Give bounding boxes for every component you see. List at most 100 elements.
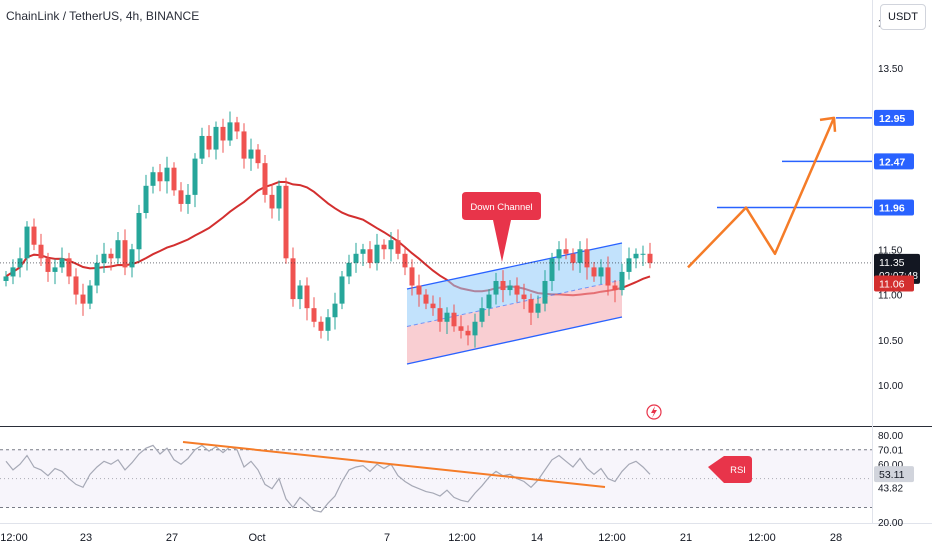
- rsi-axis-tick: 20.00: [878, 518, 903, 529]
- candle-body: [500, 280, 506, 291]
- candle-body: [577, 249, 583, 263]
- price-axis-tick: 11.50: [878, 245, 903, 256]
- channel-upper-fill: [407, 243, 622, 327]
- candle-body: [633, 253, 639, 259]
- candle-body: [430, 303, 436, 309]
- candle-body: [185, 194, 191, 204]
- time-axis-tick: 14: [531, 532, 543, 544]
- candle-body: [332, 303, 338, 318]
- rsi-value-tag: [874, 466, 914, 483]
- candle-body: [570, 253, 576, 263]
- candle-body: [563, 249, 569, 254]
- candle-body: [395, 240, 401, 254]
- candle-body: [584, 249, 590, 268]
- candle-body: [255, 149, 261, 164]
- candle-body: [521, 294, 527, 300]
- candle-body: [605, 267, 611, 286]
- candle-body: [80, 294, 86, 304]
- rsi-callout: [708, 456, 752, 483]
- rsi-axis-tick: 70.01: [878, 446, 903, 457]
- price-axis-tick: 10.00: [878, 381, 903, 392]
- candle-body: [213, 126, 219, 150]
- projection-path: [687, 117, 836, 269]
- time-axis-tick: 12:00: [0, 532, 28, 544]
- chart-title: ChainLink / TetherUS, 4h, BINANCE: [6, 9, 200, 23]
- candle-body: [640, 253, 646, 255]
- down-channel-label: Down Channel: [470, 202, 532, 213]
- price-level-tag: [874, 153, 914, 170]
- candle-body: [647, 253, 653, 263]
- candle-body: [52, 267, 58, 272]
- candle-body: [17, 258, 23, 268]
- rsi-axis-tick: 43.82: [878, 484, 903, 495]
- ma-price-tag: [874, 275, 914, 292]
- candle-body: [444, 312, 450, 322]
- candle-body: [619, 271, 625, 291]
- candle-body: [353, 253, 359, 263]
- price-axis-tick: 10.50: [878, 336, 903, 347]
- candle-body: [598, 267, 604, 277]
- candle-body: [220, 126, 226, 141]
- candle-body: [472, 321, 478, 336]
- candle-body: [626, 258, 632, 272]
- candle-body: [45, 258, 51, 272]
- time-axis-tick: Oct: [248, 532, 265, 544]
- candle-body: [129, 249, 135, 268]
- rsi-callout-label: RSI: [730, 465, 746, 476]
- price-level-tag: [874, 199, 914, 216]
- candle-body: [507, 285, 513, 291]
- lightning-icon-bolt: [651, 406, 657, 418]
- candle-body: [262, 163, 268, 195]
- candle-body: [122, 240, 128, 268]
- candle-body: [451, 312, 457, 327]
- candle-body: [339, 276, 345, 304]
- candle-body: [206, 135, 212, 150]
- current-price-label: 11.35: [879, 257, 905, 269]
- candle-body: [87, 285, 93, 304]
- lightning-icon[interactable]: [646, 404, 662, 420]
- candle-body: [178, 190, 184, 204]
- candle-body: [423, 294, 429, 304]
- rsi-axis-tick: 60.00: [878, 460, 903, 471]
- price-axis-tick: 11.00: [878, 291, 903, 302]
- candle-body: [367, 249, 373, 263]
- candle-body: [136, 213, 142, 250]
- time-axis-tick: 12:00: [598, 532, 626, 544]
- candle-body: [409, 267, 415, 286]
- price-level-label: 11.96: [879, 203, 905, 215]
- candle-body: [402, 253, 408, 268]
- candle-body: [3, 276, 9, 281]
- candle-body: [10, 267, 16, 277]
- candle-body: [24, 226, 30, 259]
- candle-body: [591, 267, 597, 277]
- candle-body: [101, 253, 107, 263]
- candle-body: [108, 253, 114, 259]
- candle-body: [297, 285, 303, 300]
- candle-body: [612, 285, 618, 291]
- rsi-line: [5, 444, 651, 513]
- candle-body: [514, 285, 520, 295]
- currency-button[interactable]: USDT: [880, 4, 926, 30]
- candle-body: [73, 276, 79, 295]
- candle-body: [479, 308, 485, 322]
- time-axis-tick: 28: [830, 532, 842, 544]
- time-axis-tick: 21: [680, 532, 692, 544]
- price-level-tag: [874, 109, 914, 126]
- candle-body: [388, 240, 394, 250]
- candle-body: [38, 244, 44, 259]
- candle-body: [486, 294, 492, 309]
- candle-body: [556, 249, 562, 259]
- candle-body: [94, 262, 100, 286]
- time-axis-tick: 12:00: [448, 532, 476, 544]
- candle-body: [493, 280, 499, 295]
- candle-body: [269, 194, 275, 209]
- candle-body: [549, 258, 555, 281]
- candle-body: [234, 122, 240, 132]
- candle-body: [346, 262, 352, 277]
- candle-body: [59, 258, 65, 268]
- candle-body: [311, 308, 317, 322]
- time-axis-tick: 7: [384, 532, 390, 544]
- candle-body: [171, 167, 177, 191]
